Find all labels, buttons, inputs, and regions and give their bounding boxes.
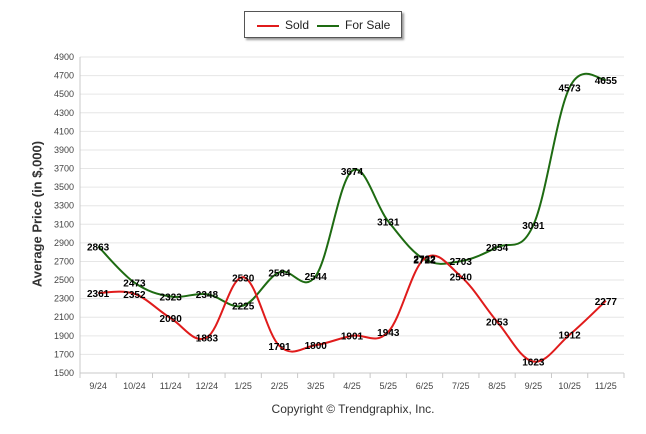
x-tick-label: 5/25 <box>380 381 398 391</box>
for-sale-data-label: 2544 <box>305 272 328 283</box>
data-labels: 2361 2352 2090 1883 2530 1791 1800 1901 1943 2732… <box>87 76 617 369</box>
y-tick-label: 2700 <box>54 256 74 266</box>
y-tick-label: 1900 <box>54 331 74 341</box>
sold-data-label: 1943 <box>377 328 400 339</box>
sold-data-label: 1883 <box>196 333 219 344</box>
for-sale-data-label: 3131 <box>377 217 400 228</box>
chart-legend: Sold For Sale <box>244 11 402 38</box>
for-sale-data-label: 4655 <box>595 76 618 87</box>
for-sale-data-label: 2348 <box>196 290 219 301</box>
y-tick-label: 3500 <box>54 182 74 192</box>
for-sale-data-label: 2722 <box>413 255 436 266</box>
sold-data-label: 1800 <box>305 341 328 352</box>
x-tick-label: 7/25 <box>452 381 470 391</box>
y-axis-title: Average Price (in $,000) <box>29 140 45 288</box>
for-sale-data-label: 3091 <box>522 221 545 232</box>
sold-data-label: 2732 <box>413 254 436 265</box>
x-tick-label: 9/25 <box>525 381 543 391</box>
sold-data-label: 1912 <box>558 331 581 342</box>
sold-swatch-icon <box>257 24 279 27</box>
for-sale-series-line <box>97 72 607 308</box>
y-tick-label: 4100 <box>54 126 74 136</box>
sold-data-label: 1901 <box>341 332 364 343</box>
y-tick-label: 1700 <box>54 349 74 359</box>
x-tick-label: 10/24 <box>123 381 146 391</box>
y-tick-label: 3300 <box>54 201 74 211</box>
for-sale-data-label: 2323 <box>160 293 183 304</box>
for-sale-data-label: 4573 <box>558 83 581 94</box>
y-tick-labels: 1500 1700 1900 2100 2300 2500 2700 2900 3100 3300… <box>54 52 74 378</box>
sold-data-label: 2530 <box>232 273 255 284</box>
gridlines <box>80 56 624 374</box>
y-tick-label: 4700 <box>54 71 74 81</box>
sold-data-label: 2540 <box>450 272 473 283</box>
y-tick-label: 3900 <box>54 145 74 155</box>
legend-sold-label: Sold <box>285 18 310 32</box>
sold-data-label: 1791 <box>268 342 291 353</box>
x-tick-label: 9/24 <box>89 381 107 391</box>
y-tick-label: 2100 <box>54 312 74 322</box>
sold-series-line <box>98 254 607 363</box>
y-tick-label: 2900 <box>54 238 74 248</box>
x-tick-label: 2/25 <box>271 381 289 391</box>
sold-data-label: 2090 <box>160 314 183 325</box>
sold-data-label: 1623 <box>522 358 545 369</box>
sold-data-label: 2352 <box>123 290 146 301</box>
x-tick-label: 4/25 <box>343 381 361 391</box>
y-tick-label: 1500 <box>54 368 74 378</box>
for-sale-data-label: 2584 <box>268 268 291 279</box>
x-tick-label: 3/25 <box>307 381 325 391</box>
y-tick-label: 4900 <box>54 52 74 62</box>
for-sale-data-label: 2703 <box>450 257 473 268</box>
y-tick-label: 4500 <box>54 89 74 99</box>
x-tick-label: 6/25 <box>416 381 434 391</box>
y-tick-label: 4300 <box>54 108 74 118</box>
x-tick-label: 10/25 <box>558 381 581 391</box>
x-tick-label: 11/24 <box>160 381 182 391</box>
x-tick-label: 11/25 <box>595 381 617 391</box>
legend-item-sold[interactable]: Sold <box>257 18 309 32</box>
sold-data-label: 2053 <box>486 318 509 329</box>
y-tick-label: 3100 <box>54 219 74 229</box>
x-tick-label: 12/24 <box>196 381 219 391</box>
for-sale-data-label: 3674 <box>341 167 364 178</box>
for-sale-data-label: 2225 <box>232 302 255 313</box>
for-sale-data-label: 2473 <box>123 279 146 290</box>
series-lines <box>97 72 607 363</box>
x-tick-label: 1/25 <box>234 381 252 391</box>
y-tick-label: 3700 <box>54 164 74 174</box>
y-tick-label: 2300 <box>54 294 74 304</box>
sold-data-label: 2277 <box>595 297 618 308</box>
for-sale-data-label: 2854 <box>486 243 509 254</box>
sold-data-label: 2361 <box>87 289 110 300</box>
y-tick-label: 2500 <box>54 275 74 285</box>
for-sale-data-label: 2863 <box>87 242 110 253</box>
legend-item-for-sale[interactable]: For Sale <box>317 18 390 32</box>
x-tick-labels: 9/24 10/24 11/24 12/24 1/25 2/25 3/25 4/25 5/25 6… <box>89 381 616 391</box>
legend-for-sale-label: For Sale <box>345 18 391 32</box>
for-sale-swatch-icon <box>317 24 339 27</box>
x-tick-label: 8/25 <box>488 381 506 391</box>
copyright-credit: Copyright © Trendgraphix, Inc. <box>271 402 435 416</box>
axes <box>79 57 625 378</box>
